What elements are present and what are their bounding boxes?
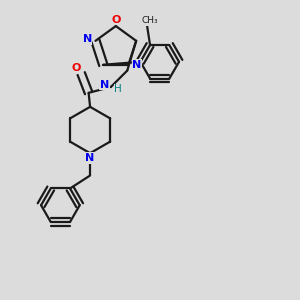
Text: CH₃: CH₃ (142, 16, 158, 25)
Text: N: N (82, 34, 92, 44)
Text: O: O (111, 14, 121, 25)
Text: N: N (85, 153, 95, 163)
Text: O: O (71, 63, 80, 73)
Text: N: N (100, 80, 109, 89)
Text: N: N (132, 60, 141, 70)
Text: H: H (115, 84, 122, 94)
